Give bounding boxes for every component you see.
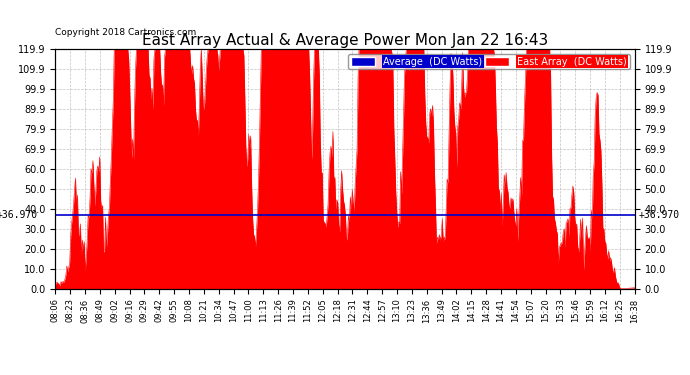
Text: Copyright 2018 Cartronics.com: Copyright 2018 Cartronics.com: [55, 28, 197, 37]
Title: East Array Actual & Average Power Mon Jan 22 16:43: East Array Actual & Average Power Mon Ja…: [142, 33, 548, 48]
Legend: Average  (DC Watts), East Array  (DC Watts): Average (DC Watts), East Array (DC Watts…: [348, 54, 630, 69]
Text: +36.970: +36.970: [639, 210, 680, 220]
Text: +36.970: +36.970: [0, 210, 38, 220]
